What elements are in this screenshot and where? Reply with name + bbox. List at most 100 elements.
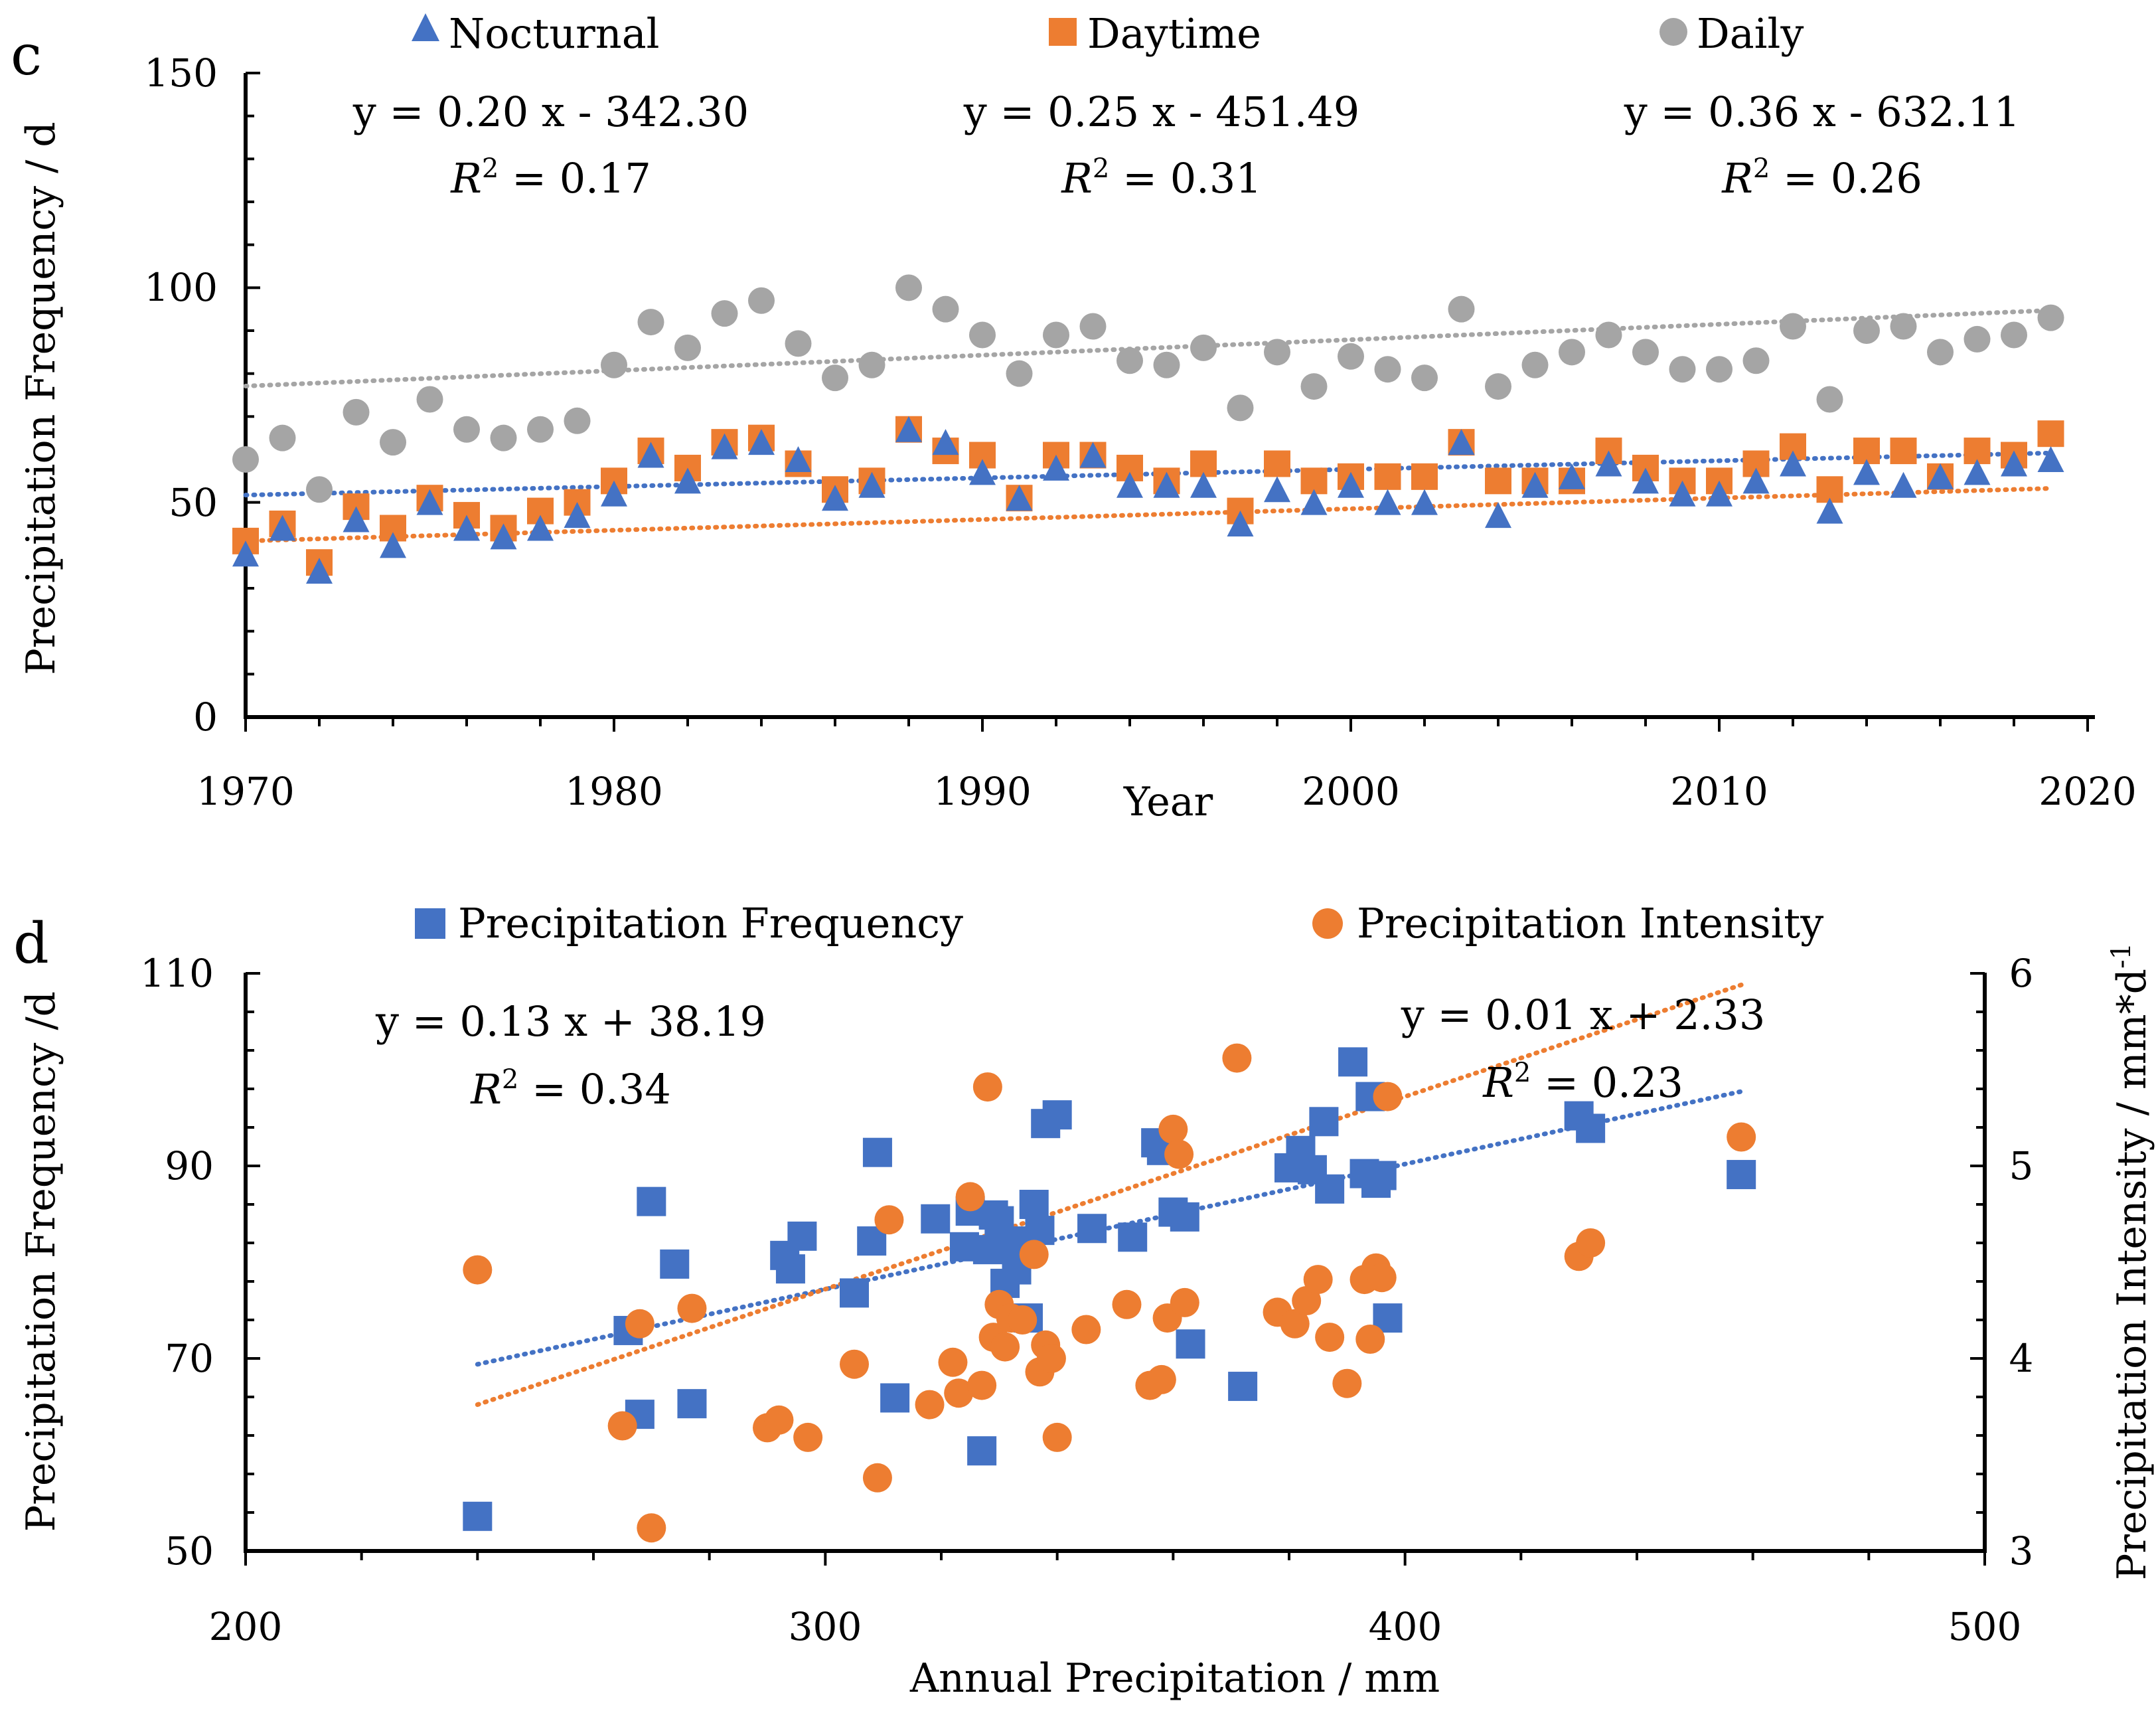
panel-d-y-axis-title: Precipitation Frequency /d <box>18 991 64 1532</box>
legend-intensity-marker <box>1312 908 1343 939</box>
nocturnal-point <box>416 489 443 515</box>
nocturnal-point <box>601 480 627 507</box>
nocturnal-point <box>1742 467 1770 494</box>
precipitation-intensity-point <box>915 1390 945 1420</box>
precipitation-frequency-point <box>463 1501 493 1531</box>
daily-point <box>1706 356 1733 383</box>
daily-point <box>564 407 591 434</box>
panel-d-y-tick-label: 70 <box>165 1336 214 1381</box>
series-nocturnal <box>232 416 2064 584</box>
nocturnal-point <box>306 558 333 584</box>
trendline-precipitation-intensity <box>475 982 1744 1408</box>
precipitation-frequency-point <box>1025 1216 1055 1246</box>
precipitation-intensity-point <box>1146 1364 1176 1394</box>
daily-point <box>1927 339 1954 366</box>
daily-point <box>1300 373 1328 400</box>
legend-daily-label: Daily <box>1697 9 1804 58</box>
nocturnal-point <box>785 446 812 472</box>
nocturnal-point <box>564 502 591 529</box>
nocturnal-point <box>1227 511 1254 536</box>
panel-d-y-tick-labels: 50 70 90 110 <box>140 951 214 1574</box>
precipitation-intensity-point <box>1008 1305 1038 1335</box>
precipitation-intensity-point <box>1112 1289 1142 1319</box>
daily-point <box>1006 360 1033 387</box>
daily-point <box>1264 339 1290 366</box>
panel-d-x-tick-label: 300 <box>789 1604 862 1649</box>
panel-c-x-tick-label: 2010 <box>1670 769 1768 814</box>
panel-c-x-tick-label: 2020 <box>2039 769 2137 814</box>
daytime-point <box>1411 463 1438 490</box>
panel-c-legend: Nocturnal Daytime Daily <box>412 9 1804 58</box>
precipitation-frequency-point <box>637 1186 666 1216</box>
panel-d-legend: Precipitation Frequency Precipitation In… <box>415 899 1823 947</box>
panel-c-chart: c Nocturnal Daytime Daily 0 50 100 150 1… <box>11 9 2137 825</box>
nocturnal-point <box>1706 480 1733 507</box>
nocturnal-point <box>2037 446 2064 472</box>
intensity-r2: R2 = 0.23 <box>1482 1058 1683 1107</box>
precipitation-frequency-point <box>967 1436 997 1466</box>
precipitation-intensity-point <box>972 1072 1002 1102</box>
daily-point <box>527 416 554 443</box>
precipitation-intensity-point <box>677 1293 707 1323</box>
precipitation-frequency-point <box>1042 1100 1072 1130</box>
panel-c-x-tick-labels: 1970 1980 1990 2000 2010 2020 <box>196 769 2137 814</box>
nocturnal-point <box>490 523 517 550</box>
precipitation-frequency-point <box>775 1254 805 1284</box>
nocturnal-point <box>858 471 886 498</box>
panel-c-y-tick-label: 150 <box>144 50 218 96</box>
precipitation-frequency-point <box>1118 1222 1148 1252</box>
legend-nocturnal-marker <box>412 13 439 41</box>
precipitation-frequency-point <box>1019 1190 1049 1219</box>
precipitation-intensity-point <box>1036 1344 1066 1373</box>
daily-point <box>674 334 701 361</box>
precipitation-intensity-point <box>938 1347 968 1377</box>
daily-r2: R2 = 0.26 <box>1721 153 1922 203</box>
daily-point <box>1595 321 1622 349</box>
panel-d-y2-tick-label: 4 <box>2009 1336 2034 1381</box>
daily-point <box>1485 373 1511 400</box>
daytime-equation: y = 0.25 x - 451.49 <box>963 88 1359 136</box>
daily-point <box>416 386 443 413</box>
precipitation-intensity-point <box>1158 1114 1188 1144</box>
nocturnal-point <box>1559 463 1585 489</box>
daily-point <box>601 351 627 378</box>
panel-c-trendlines <box>243 307 2053 544</box>
precipitation-frequency-point <box>1077 1214 1107 1244</box>
panel-c-ticks <box>244 72 2089 732</box>
trendline-daily <box>243 307 2053 388</box>
daily-point <box>1816 386 1843 413</box>
daily-point <box>1374 356 1401 383</box>
daily-point <box>748 287 775 314</box>
precipitation-intensity-point <box>874 1205 904 1235</box>
nocturnal-point <box>1006 485 1033 511</box>
precipitation-frequency-point <box>660 1249 690 1279</box>
precipitation-intensity-point <box>840 1349 869 1379</box>
precipitation-intensity-point <box>955 1182 985 1212</box>
precipitation-intensity-point <box>1367 1263 1397 1293</box>
daily-point <box>232 446 259 473</box>
nocturnal-point <box>453 515 480 541</box>
precipitation-frequency-point <box>862 1137 892 1167</box>
panel-d-y-tick-label: 110 <box>140 951 214 996</box>
daily-point <box>711 300 738 327</box>
precipitation-intensity-point <box>1170 1287 1199 1317</box>
frequency-r2: R2 = 0.34 <box>470 1064 671 1113</box>
daily-point <box>269 424 296 451</box>
precipitation-frequency-point <box>880 1383 910 1413</box>
legend-intensity-label: Precipitation Intensity <box>1357 899 1823 947</box>
precipitation-intensity-point <box>1222 1043 1252 1073</box>
panel-c-x-tick-label: 1970 <box>196 769 295 814</box>
daily-point <box>2001 321 2027 349</box>
nocturnal-point <box>1485 502 1511 529</box>
daily-point <box>1669 356 1696 383</box>
daily-equation: y = 0.36 x - 632.11 <box>1624 88 2020 136</box>
daily-point <box>1448 295 1475 323</box>
daily-point <box>1853 317 1880 344</box>
precipitation-intensity-point <box>1303 1265 1333 1295</box>
panel-d-y2-tick-label: 3 <box>2009 1528 2034 1574</box>
precipitation-intensity-point <box>1042 1422 1072 1452</box>
nocturnal-point <box>1816 497 1843 524</box>
nocturnal-point <box>748 429 775 455</box>
nocturnal-point <box>1264 476 1290 503</box>
panel-c-y-tick-label: 100 <box>144 265 218 310</box>
